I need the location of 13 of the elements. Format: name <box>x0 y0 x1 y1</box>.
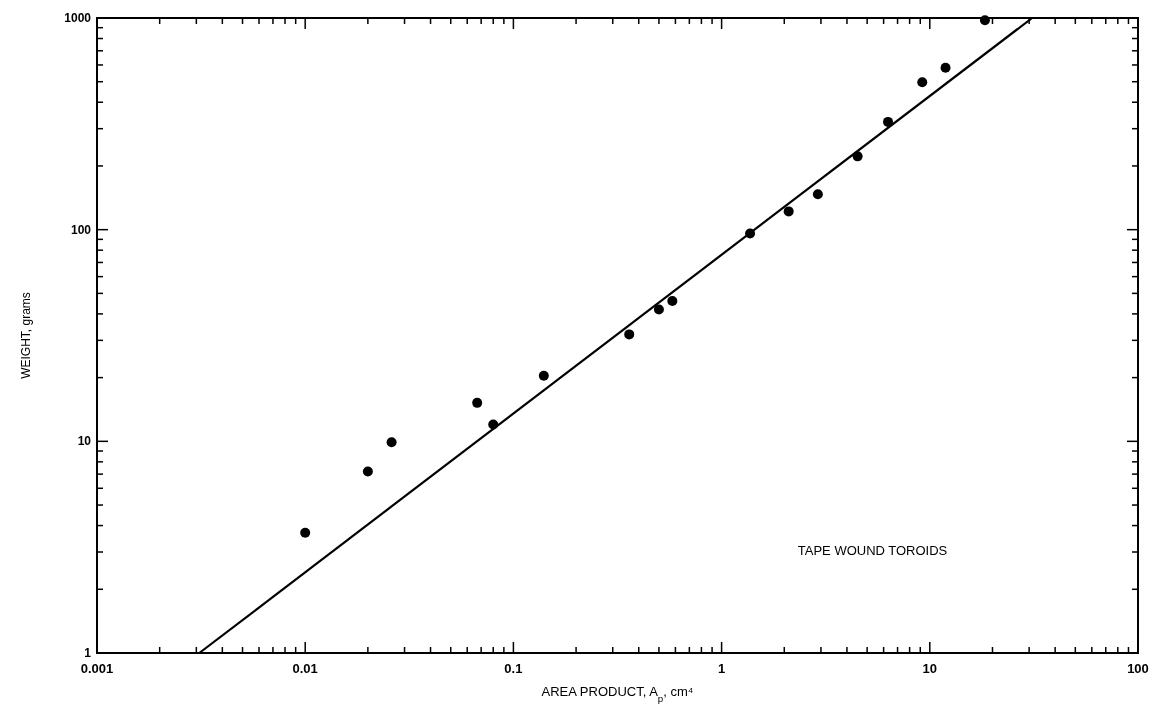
x-tick-label: 10 <box>922 661 938 676</box>
x-tick-label: 0.01 <box>292 661 318 676</box>
y-axis-title: WEIGHT, grams <box>19 292 33 379</box>
y-tick-label: 100 <box>70 222 92 237</box>
x-tick-label: 100 <box>1127 661 1149 676</box>
x-tick-label: 0.001 <box>80 661 114 676</box>
y-tick-label: 10 <box>77 434 92 449</box>
x-axis-title: AREA PRODUCT, A$_{p}$, cm⁴ <box>541 684 694 704</box>
x-tick-label: 0.1 <box>504 661 523 676</box>
y-tick-label: 1 <box>84 646 92 660</box>
annotation: TAPE WOUND TOROIDS <box>797 542 948 558</box>
y-tick-label: 1000 <box>64 11 92 25</box>
x-tick-label: 1 <box>717 661 726 676</box>
